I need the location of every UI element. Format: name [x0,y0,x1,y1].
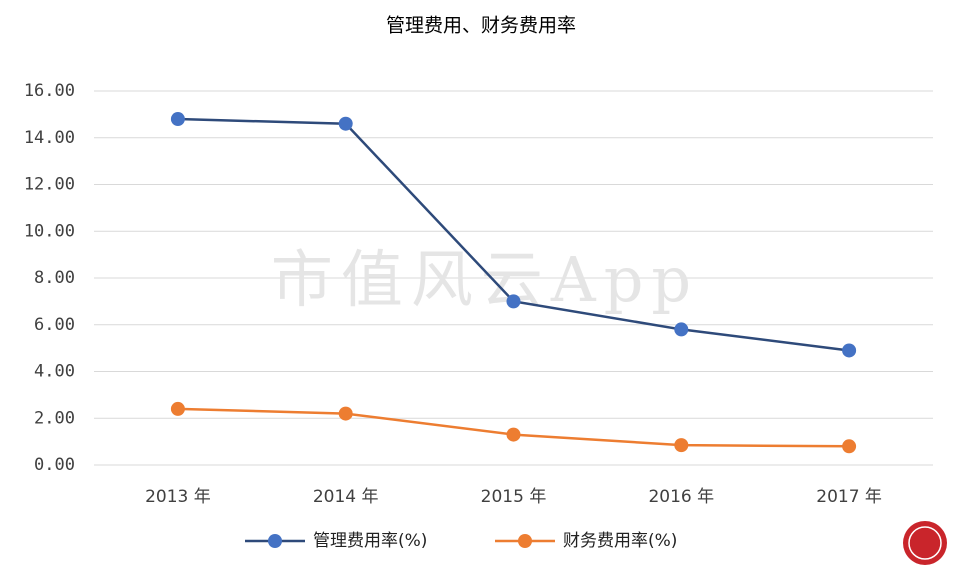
y-tick-label: 0.00 [34,455,75,475]
legend-marker [268,534,282,548]
legend-label: 财务费用率(%) [563,531,677,551]
y-tick-label: 4.00 [34,362,75,382]
x-tick-label: 2015 年 [481,487,547,507]
y-tick-label: 12.00 [24,175,75,195]
point [506,427,521,442]
point [338,116,353,131]
point [338,406,353,421]
legend-label: 管理费用率(%) [313,531,427,551]
x-tick-label: 2014 年 [313,487,379,507]
y-tick-label: 6.00 [34,315,75,335]
y-tick-label: 14.00 [24,128,75,148]
point [674,322,689,337]
watermark: 市值风云App [271,243,699,316]
y-tick-label: 10.00 [24,221,75,241]
logo [903,521,947,565]
point [170,112,185,127]
chart-title: 管理费用、财务费用率 [386,15,576,37]
x-tick-label: 2017 年 [816,487,882,507]
y-tick-label: 2.00 [34,408,75,428]
point [842,439,857,454]
x-tick-label: 2016 年 [648,487,714,507]
y-tick-label: 8.00 [34,268,75,288]
point [506,294,521,309]
legend-marker [518,534,532,548]
point [842,343,857,358]
point [674,438,689,453]
point [170,401,185,416]
y-tick-label: 16.00 [24,81,75,101]
x-tick-label: 2013 年 [145,487,211,507]
